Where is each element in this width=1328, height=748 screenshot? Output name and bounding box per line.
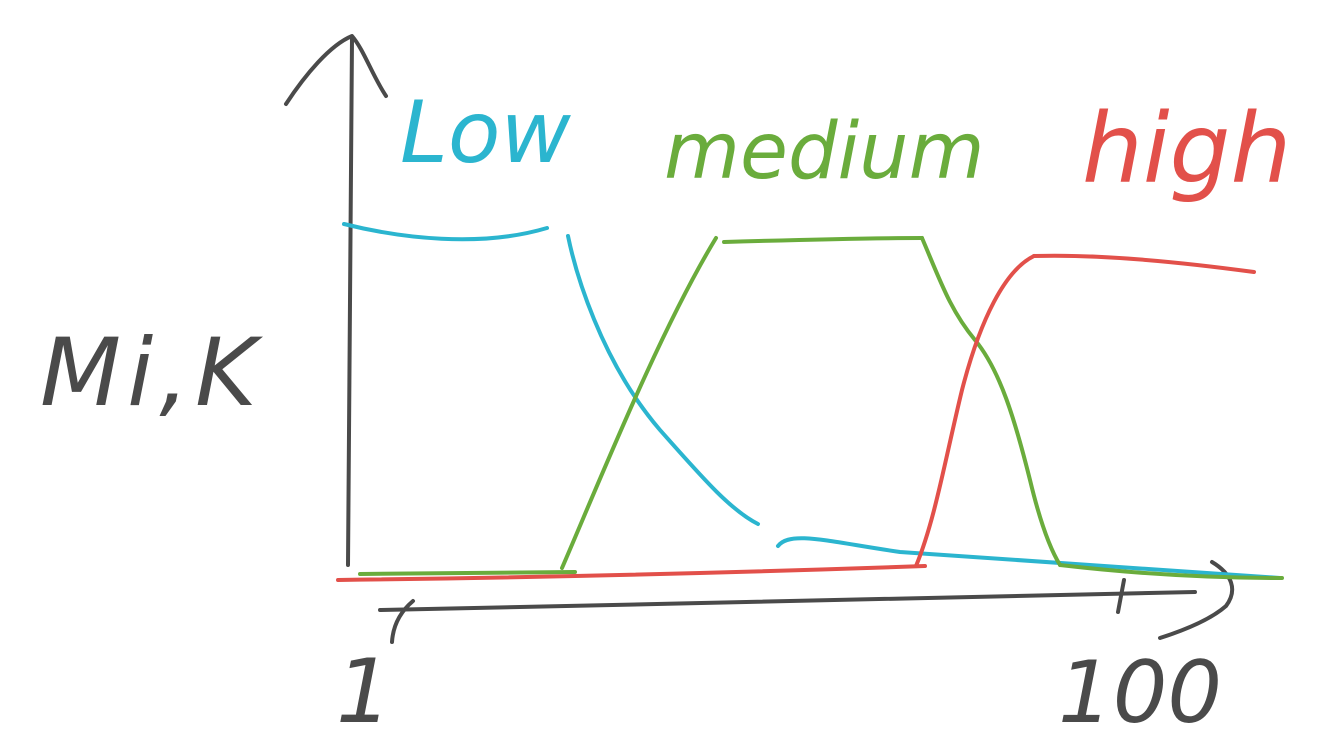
medium-curve-baseline (358, 570, 577, 576)
x-label-end: 100 (1058, 643, 1222, 743)
high-curve-top (1032, 253, 1256, 274)
y-axis-arrowhead (284, 34, 388, 106)
x-tick-end (1116, 578, 1126, 614)
x-axis (378, 590, 1197, 612)
x-tick-start (390, 599, 415, 644)
high-baseline (336, 564, 927, 582)
y-axis (346, 36, 354, 567)
low-curve-tail (776, 536, 1282, 580)
label-high: high (1082, 93, 1291, 205)
low-curve-top (342, 222, 549, 242)
label-medium: medium (664, 107, 985, 197)
medium-curve-top (722, 236, 924, 244)
high-curve-rise (914, 254, 1036, 568)
y-axis-label: Mi,K (40, 319, 263, 428)
medium-curve-fall (920, 236, 1062, 567)
low-curve-fall (566, 234, 760, 526)
medium-curve-rise (560, 236, 718, 570)
label-low: Low (400, 83, 572, 183)
medium-curve-tail (1058, 563, 1284, 580)
x-label-start: 1 (336, 640, 392, 743)
